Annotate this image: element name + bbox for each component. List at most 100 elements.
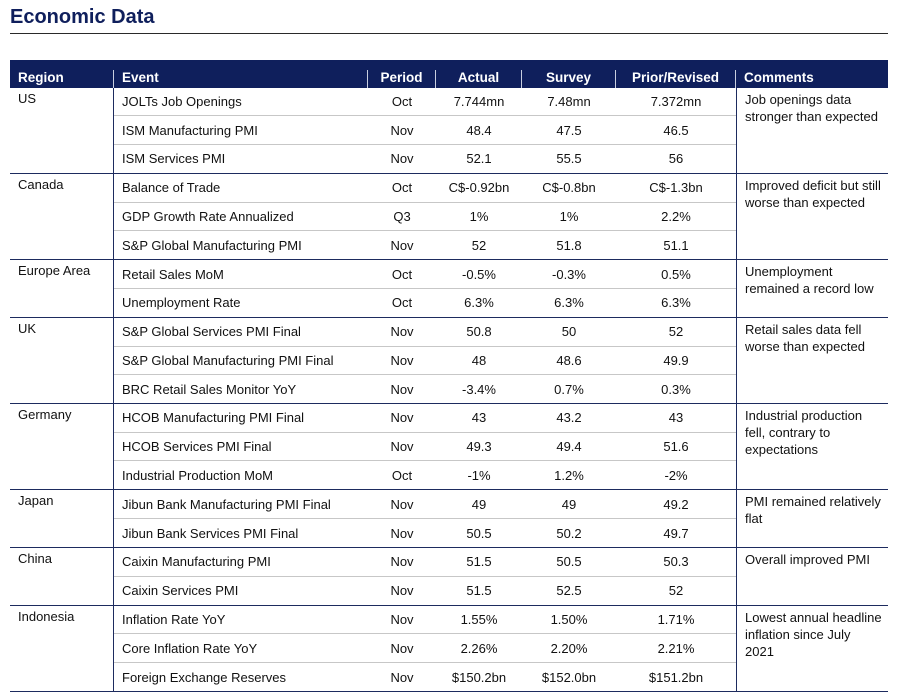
table-row: HCOB Services PMI Final Nov 49.3 49.4 51.6	[114, 433, 736, 462]
comment-cell: Overall improved PMI	[736, 548, 888, 606]
event-cell: ISM Manufacturing PMI	[122, 122, 258, 138]
table-row: GDP Growth Rate Annualized Q3 1% 1% 2.2%	[114, 203, 736, 231]
survey-cell: 47.5	[556, 122, 582, 138]
page-title: Economic Data	[10, 6, 155, 28]
period-cell: Nov	[390, 496, 414, 512]
comment-cell: PMI remained relatively flat	[736, 490, 888, 548]
table-row: ISM Services PMI Nov 52.1 55.5 56	[114, 145, 736, 173]
period-cell: Nov	[390, 381, 414, 397]
event-cell: HCOB Services PMI Final	[122, 438, 272, 454]
period-cell: Oct	[391, 180, 413, 196]
table-row: Caixin Services PMI Nov 51.5 52.5 52	[114, 577, 736, 605]
region-group: China Caixin Manufacturing PMI Nov 51.5 50.5…	[10, 548, 888, 607]
event-cell: Industrial Production MoM	[122, 467, 274, 483]
survey-cell: C$-0.8bn	[542, 180, 596, 196]
period-cell: Nov	[390, 410, 414, 426]
region-group: Germany HCOB Manufacturing PMI Final Nov 43…	[10, 404, 888, 491]
period-cell: Nov	[390, 237, 414, 253]
region-group: UK S&P Global Services PMI Final Nov 50.8 50…	[10, 318, 888, 405]
actual-cell: 7.744mn	[453, 94, 505, 110]
period-cell: Nov	[390, 438, 414, 454]
period-cell: Nov	[390, 612, 414, 628]
header-comments: Comments	[744, 70, 814, 85]
actual-cell: 52.1	[466, 151, 492, 167]
event-cell: ISM Services PMI	[122, 151, 226, 167]
region-label: China	[10, 548, 114, 606]
economic-data-table: Region Event Period Actual Survey Prior/…	[10, 60, 888, 692]
table-row: BRC Retail Sales Monitor YoY Nov -3.4% 0.7%…	[114, 375, 736, 403]
actual-cell: $150.2bn	[451, 669, 507, 685]
event-rows: Balance of Trade Oct C$-0.92bn C$-0.8bn C$-1…	[114, 174, 736, 259]
period-cell: Oct	[391, 94, 413, 110]
table-row: S&P Global Manufacturing PMI Nov 52 51.8 51.…	[114, 231, 736, 259]
period-cell: Nov	[390, 640, 414, 656]
table-row: ISM Manufacturing PMI Nov 48.4 47.5 46.5	[114, 116, 736, 145]
actual-cell: -3.4%	[462, 381, 496, 397]
title-divider	[10, 33, 888, 34]
region-label: Japan	[10, 490, 114, 548]
header-actual: Actual	[436, 70, 522, 88]
period-cell: Nov	[390, 525, 414, 541]
prior-revised-cell: 50.3	[663, 554, 689, 570]
actual-cell: 52	[471, 237, 487, 253]
event-cell: S&P Global Manufacturing PMI Final	[122, 352, 334, 368]
actual-cell: 6.3%	[464, 295, 494, 311]
table-row: Retail Sales MoM Oct -0.5% -0.3% 0.5%	[114, 260, 736, 289]
comment-cell: Improved deficit but still worse than ex…	[736, 174, 888, 260]
event-cell: Retail Sales MoM	[122, 266, 224, 282]
actual-cell: 1.55%	[460, 612, 498, 628]
prior-revised-cell: 52	[668, 324, 684, 340]
survey-cell: 2.20%	[550, 640, 588, 656]
header-prior-revised: Prior/Revised	[616, 70, 736, 88]
header-period: Period	[368, 70, 436, 88]
prior-revised-cell: 7.372mn	[650, 94, 702, 110]
period-cell: Nov	[390, 151, 414, 167]
event-cell: BRC Retail Sales Monitor YoY	[122, 381, 297, 397]
region-group: Japan Jibun Bank Manufacturing PMI Final N…	[10, 490, 888, 549]
actual-cell: 1%	[469, 208, 489, 224]
survey-cell: 1.50%	[550, 612, 588, 628]
table-row: HCOB Manufacturing PMI Final Nov 43 43.2 43	[114, 404, 736, 433]
region-label: Indonesia	[10, 606, 114, 692]
survey-cell: 52.5	[556, 583, 582, 599]
prior-revised-cell: C$-1.3bn	[649, 180, 703, 196]
prior-revised-cell: 56	[668, 151, 684, 167]
prior-revised-cell: 49.2	[663, 496, 689, 512]
table-body: US JOLTs Job Openings Oct 7.744mn 7.48mn 7.37…	[10, 88, 888, 692]
table-row: Jibun Bank Services PMI Final Nov 50.5 50.2…	[114, 519, 736, 547]
table-row: Jibun Bank Manufacturing PMI Final Nov 49 4…	[114, 490, 736, 519]
region-group: Europe Area Retail Sales MoM Oct -0.5% -0.3%…	[10, 260, 888, 319]
period-cell: Nov	[390, 324, 414, 340]
prior-revised-cell: 2.2%	[661, 208, 691, 224]
table-row: Foreign Exchange Reserves Nov $150.2bn $152…	[114, 663, 736, 691]
prior-revised-cell: $151.2bn	[648, 669, 704, 685]
event-rows: JOLTs Job Openings Oct 7.744mn 7.48mn 7.372m…	[114, 88, 736, 173]
comment-cell: Unemployment remained a record low	[736, 260, 888, 318]
table-row: Core Inflation Rate YoY Nov 2.26% 2.20% 2.21…	[114, 634, 736, 663]
prior-revised-cell: 0.5%	[661, 266, 691, 282]
event-cell: GDP Growth Rate Annualized	[122, 208, 294, 224]
table-row: Industrial Production MoM Oct -1% 1.2% -2%	[114, 461, 736, 489]
table-row: Unemployment Rate Oct 6.3% 6.3% 6.3%	[114, 289, 736, 317]
survey-cell: 7.48mn	[547, 94, 591, 110]
prior-revised-cell: 49.9	[663, 352, 689, 368]
survey-cell: 1.2%	[554, 467, 584, 483]
table-row: Caixin Manufacturing PMI Nov 51.5 50.5 50.3	[114, 548, 736, 577]
event-cell: S&P Global Manufacturing PMI	[122, 237, 302, 253]
period-cell: Oct	[391, 467, 413, 483]
table-row: S&P Global Manufacturing PMI Final Nov 48 4…	[114, 347, 736, 375]
survey-cell: 6.3%	[554, 295, 584, 311]
region-label: Europe Area	[10, 260, 114, 318]
survey-cell: 50.5	[556, 554, 582, 570]
actual-cell: 51.5	[466, 583, 492, 599]
actual-cell: 49	[471, 496, 487, 512]
survey-cell: 0.7%	[554, 381, 584, 397]
event-rows: Jibun Bank Manufacturing PMI Final Nov 49 4…	[114, 490, 736, 547]
event-rows: Retail Sales MoM Oct -0.5% -0.3% 0.5% Unemplo…	[114, 260, 736, 317]
event-cell: Unemployment Rate	[122, 295, 241, 311]
survey-cell: 43.2	[556, 410, 582, 426]
event-cell: JOLTs Job Openings	[122, 94, 242, 110]
prior-revised-cell: -2%	[664, 467, 688, 483]
period-cell: Nov	[390, 554, 414, 570]
period-cell: Oct	[391, 295, 413, 311]
